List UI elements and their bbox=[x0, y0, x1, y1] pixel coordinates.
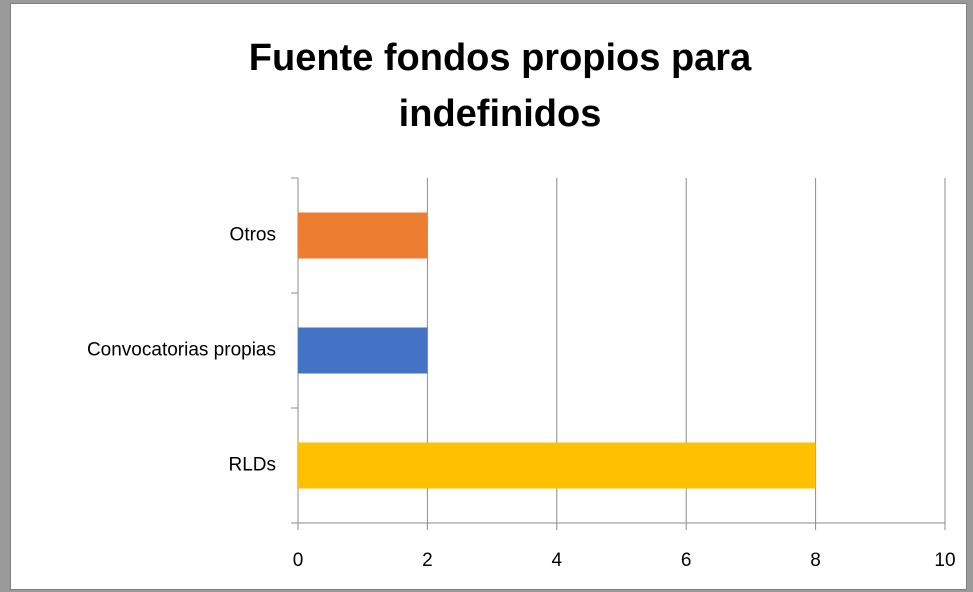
x-tick-label: 10 bbox=[934, 550, 955, 571]
bar bbox=[298, 212, 428, 259]
x-tick-label: 6 bbox=[681, 550, 692, 571]
x-tick-label: 4 bbox=[552, 550, 563, 571]
x-tick-label: 8 bbox=[810, 550, 821, 571]
y-tick-label: Convocatorias propias bbox=[87, 340, 276, 361]
x-tick-label: 0 bbox=[293, 550, 304, 571]
bar bbox=[298, 442, 816, 489]
x-tick-label: 2 bbox=[422, 550, 433, 571]
chart-title: Fuente fondos propios para indefinidos bbox=[248, 37, 752, 135]
chart-area bbox=[10, 3, 967, 590]
bar bbox=[298, 327, 428, 374]
y-tick-label: Otros bbox=[230, 225, 276, 246]
y-tick-label: RLDs bbox=[228, 455, 276, 476]
